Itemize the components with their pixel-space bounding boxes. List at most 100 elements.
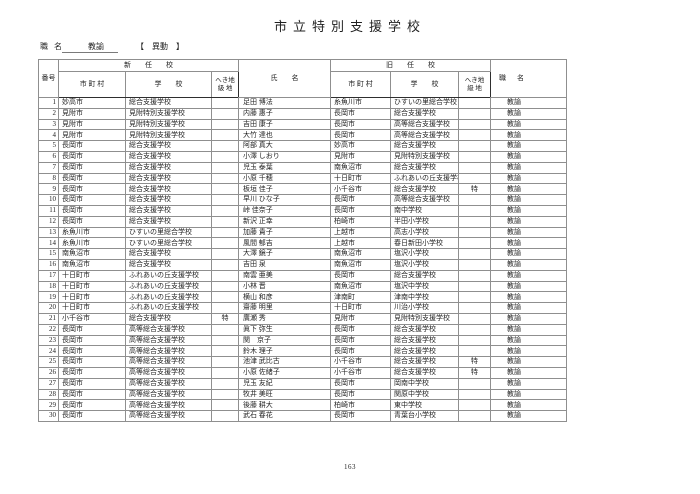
cell-new-school: 総合支援学校 [125, 150, 212, 163]
cell-position: 教諭 [490, 399, 567, 412]
cell-new-municipality: 小千谷市 [58, 312, 126, 325]
cell-old-remote-area [458, 291, 491, 304]
cell-new-municipality: 長岡市 [58, 140, 126, 152]
cell-position: 教諭 [490, 97, 567, 109]
cell-position: 教諭 [490, 377, 567, 390]
cell-old-remote-area [458, 204, 491, 217]
table-row: 14 糸魚川市 ひすいの里総合学校 風間 郁吉 上越市 春日新田小学校 教諭 [38, 237, 567, 250]
col-header-position: 職 名 [490, 59, 567, 98]
remote-area-line2: 級 地 [467, 84, 482, 92]
transfer-table: 番号 新 任 校 氏 名 旧 任 校 職 名 市 町 村 学 校 へき地 級 地… [38, 59, 567, 422]
cell-old-remote-area [458, 269, 491, 282]
cell-number: 26 [38, 366, 59, 379]
cell-new-school: ふれあいの丘支援学校 [125, 269, 212, 282]
cell-number: 28 [38, 388, 59, 401]
table-row: 1 妙高市 総合支援学校 足田 博法 糸魚川市 ひすいの里総合学校 教諭 [38, 97, 567, 109]
cell-number: 16 [38, 258, 59, 271]
cell-old-school: 関原中学校 [390, 388, 459, 401]
cell-old-school: ひすいの里総合学校 [390, 97, 459, 109]
cell-new-remote-area [211, 356, 239, 368]
cell-name: 小原 千穂 [238, 172, 331, 185]
cell-position: 教諭 [490, 194, 567, 206]
cell-old-remote-area: 特 [458, 356, 491, 368]
cell-position: 教諭 [490, 161, 567, 174]
cell-old-municipality: 十日町市 [330, 302, 391, 314]
cell-old-remote-area [458, 399, 491, 412]
col-header-new-remote-area: へき地 級 地 [211, 71, 239, 98]
cell-new-remote-area [211, 388, 239, 401]
cell-old-municipality: 長岡市 [330, 118, 391, 131]
cell-new-school: 高等総合支援学校 [125, 323, 212, 336]
table-row: 5 長岡市 総合支援学校 阿部 真大 妙高市 総合支援学校 教諭 [38, 140, 567, 152]
table-row: 19 十日町市 ふれあいの丘支援学校 横山 和彦 津南町 津南中学校 教諭 [38, 291, 567, 304]
cell-new-school: 見附特別支援学校 [125, 129, 212, 142]
cell-old-school: 塩沢小学校 [390, 258, 459, 271]
cell-number: 8 [38, 172, 59, 185]
cell-new-remote-area [211, 248, 239, 260]
cell-name: 児玉 友紀 [238, 377, 331, 390]
cell-old-remote-area [458, 140, 491, 152]
cell-old-remote-area: 特 [458, 183, 491, 196]
cell-position: 教諭 [490, 226, 567, 239]
cell-name: 足田 博法 [238, 97, 331, 109]
cell-name: 峠 佳奈子 [238, 204, 331, 217]
cell-new-remote-area [211, 150, 239, 163]
cell-position: 教諭 [490, 269, 567, 282]
cell-old-school: 総合支援学校 [390, 323, 459, 336]
cell-new-municipality: 見附市 [58, 107, 126, 120]
cell-position: 教諭 [490, 345, 567, 358]
cell-new-municipality: 長岡市 [58, 366, 126, 379]
cell-number: 12 [38, 215, 59, 228]
cell-new-municipality: 長岡市 [58, 410, 126, 422]
cell-old-school: 総合支援学校 [390, 334, 459, 347]
cell-old-school: 半田小学校 [390, 215, 459, 228]
cell-name: 吉田 泉 [238, 258, 331, 271]
table-row: 30 長岡市 高等総合支援学校 武石 春花 長岡市 青葉台小学校 教諭 [38, 410, 567, 422]
cell-number: 29 [38, 399, 59, 412]
cell-position: 教諭 [490, 312, 567, 325]
cell-old-school: 南中学校 [390, 204, 459, 217]
cell-old-municipality: 小千谷市 [330, 356, 391, 368]
cell-old-municipality: 柏崎市 [330, 215, 391, 228]
cell-old-remote-area [458, 237, 491, 250]
cell-old-school: 高等総合支援学校 [390, 118, 459, 131]
cell-name: 児玉 泰葉 [238, 161, 331, 174]
cell-position: 教諭 [490, 237, 567, 250]
cell-old-municipality: 長岡市 [330, 194, 391, 206]
cell-number: 22 [38, 323, 59, 336]
cell-position: 教諭 [490, 183, 567, 196]
cell-new-municipality: 十日町市 [58, 302, 126, 314]
cell-new-remote-area [211, 194, 239, 206]
cell-new-school: 高等総合支援学校 [125, 334, 212, 347]
cell-old-remote-area [458, 377, 491, 390]
cell-old-municipality: 長岡市 [330, 334, 391, 347]
cell-name: 齋藤 明里 [238, 302, 331, 314]
cell-name: 眞下 弥生 [238, 323, 331, 336]
cell-new-municipality: 長岡市 [58, 377, 126, 390]
cell-old-remote-area [458, 388, 491, 401]
cell-new-remote-area [211, 215, 239, 228]
cell-new-municipality: 妙高市 [58, 97, 126, 109]
cell-number: 10 [38, 194, 59, 206]
cell-position: 教諭 [490, 215, 567, 228]
cell-new-school: ひすいの里総合学校 [125, 226, 212, 239]
cell-old-remote-area [458, 410, 491, 422]
cell-new-school: ふれあいの丘支援学校 [125, 280, 212, 293]
cell-new-municipality: 十日町市 [58, 291, 126, 304]
cell-new-school: 総合支援学校 [125, 161, 212, 174]
cell-new-school: 総合支援学校 [125, 183, 212, 196]
table-row: 24 長岡市 高等総合支援学校 鈴木 理子 長岡市 総合支援学校 教諭 [38, 345, 567, 358]
cell-old-remote-area [458, 258, 491, 271]
cell-old-municipality: 南魚沼市 [330, 280, 391, 293]
col-group-new-school: 新 任 校 [58, 59, 239, 72]
cell-new-municipality: 長岡市 [58, 150, 126, 163]
table-row: 18 十日町市 ふれあいの丘支援学校 小林 晋 南魚沼市 塩沢中学校 教諭 [38, 280, 567, 293]
table-row: 2 見附市 見附特別支援学校 内藤 惠子 長岡市 総合支援学校 教諭 [38, 107, 567, 120]
cell-number: 23 [38, 334, 59, 347]
cell-new-remote-area [211, 323, 239, 336]
table-row: 20 十日町市 ふれあいの丘支援学校 齋藤 明里 十日町市 川治小学校 教諭 [38, 302, 567, 314]
table-row: 7 長岡市 総合支援学校 児玉 泰葉 南魚沼市 総合支援学校 教諭 [38, 161, 567, 174]
cell-old-municipality: 長岡市 [330, 410, 391, 422]
cell-old-school: 高等総合支援学校 [390, 129, 459, 142]
